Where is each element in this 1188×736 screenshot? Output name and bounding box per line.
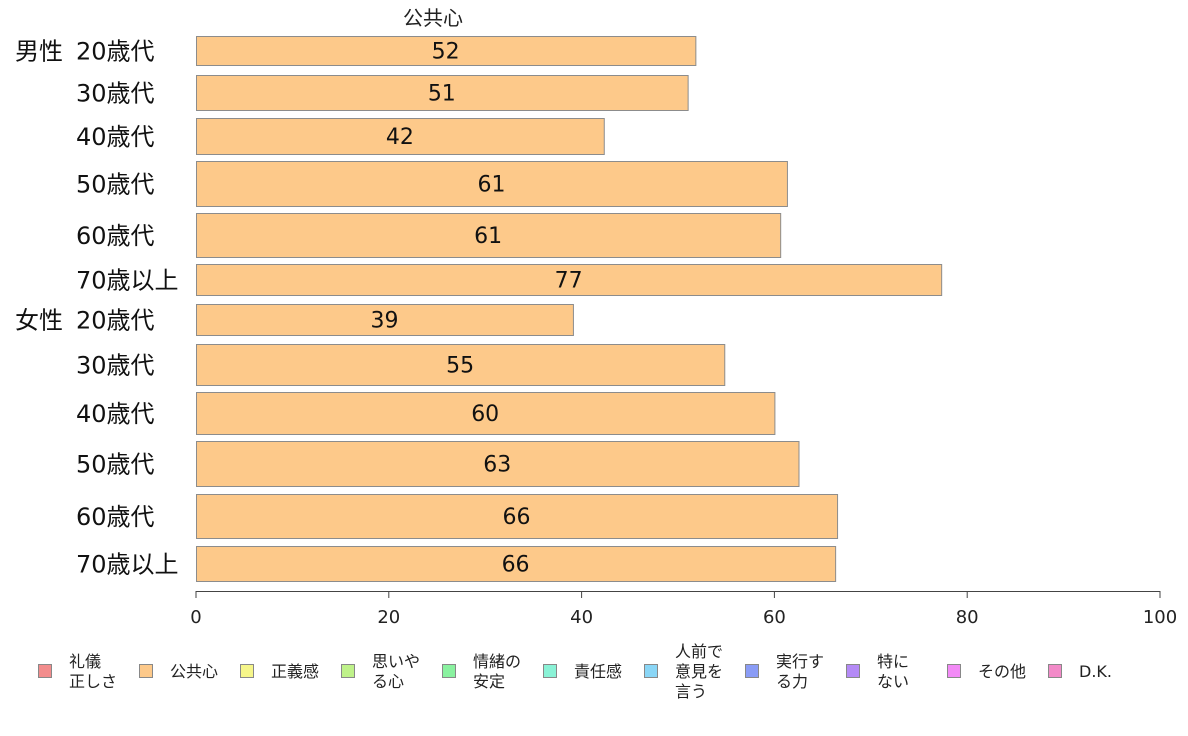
category-label: 60歳代 <box>76 503 155 531</box>
bar <box>196 304 574 336</box>
bar <box>196 494 839 539</box>
legend-swatch <box>139 664 153 678</box>
bar-value-label: 52 <box>432 40 460 65</box>
legend-swatch <box>442 664 456 678</box>
legend-item: 実行す る力 <box>745 652 824 692</box>
legend-item: 人前で 意見を 言う <box>644 642 723 702</box>
category-label: 30歳代 <box>76 80 155 108</box>
bar-value-label: 61 <box>474 224 502 249</box>
group-label: 男性 <box>15 38 63 66</box>
legend-swatch <box>644 664 658 678</box>
bar-value-label: 77 <box>555 269 583 294</box>
bar <box>196 36 697 66</box>
bar-value-label: 61 <box>477 173 505 198</box>
category-label: 60歳代 <box>76 222 155 250</box>
category-label: 50歳代 <box>76 451 155 479</box>
bar-value-label: 39 <box>370 309 398 334</box>
legend-label: 人前で 意見を 言う <box>675 642 724 701</box>
category-label: 50歳代 <box>76 171 155 199</box>
group-label: 女性 <box>15 307 63 335</box>
x-tick-label: 0 <box>190 607 201 628</box>
category-label: 40歳代 <box>76 123 155 151</box>
legend-label: 思いや る心 <box>372 652 421 691</box>
category-label: 70歳以上 <box>76 551 179 579</box>
bar-value-label: 60 <box>471 402 499 427</box>
legend-item: 公共心 <box>139 652 218 682</box>
legend-swatch <box>947 664 961 678</box>
legend-label: 正義感 <box>271 662 320 681</box>
bar-value-label: 55 <box>446 354 474 379</box>
legend: 礼儀 正しさ 公共心 正義感 思いや る心 情緒の 安定 責任感 人前で 意見を 言う 実行す… <box>38 642 1158 712</box>
bar <box>196 118 605 155</box>
legend-swatch <box>745 664 759 678</box>
legend-item: 礼儀 正しさ <box>38 652 117 692</box>
legend-swatch <box>341 664 355 678</box>
category-label: 20歳代 <box>76 38 155 66</box>
chart-title: 公共心 <box>403 6 463 30</box>
legend-swatch <box>38 664 52 678</box>
category-label: 40歳代 <box>76 400 155 428</box>
bar <box>196 344 726 386</box>
legend-item: 思いや る心 <box>341 652 420 692</box>
bar <box>196 264 943 296</box>
legend-item: D.K. <box>1048 652 1112 682</box>
bar <box>196 392 776 435</box>
legend-label: 情緒の 安定 <box>473 652 522 691</box>
x-axis: 0 20 40 60 80 100 <box>190 591 1177 628</box>
legend-label: 実行す る力 <box>776 652 825 691</box>
legend-swatch <box>846 664 860 678</box>
category-label: 30歳代 <box>76 352 155 380</box>
x-tick-label: 40 <box>570 607 593 628</box>
bar <box>196 161 788 207</box>
bar <box>196 546 837 582</box>
legend-label: D.K. <box>1079 662 1112 681</box>
x-tick-label: 100 <box>1143 607 1177 628</box>
legend-swatch <box>543 664 557 678</box>
bar-value-label: 66 <box>502 553 530 578</box>
bar-value-label: 63 <box>483 453 511 478</box>
category-label: 20歳代 <box>76 307 155 335</box>
category-label: 70歳以上 <box>76 267 179 295</box>
bar-value-label: 51 <box>428 82 456 107</box>
x-tick-label: 80 <box>956 607 979 628</box>
bars-layer: 5220歳代男性5130歳代4240歳代6150歳代6160歳代7770歳以上3… <box>15 36 943 582</box>
legend-label: 特に ない <box>877 652 910 691</box>
bar-value-label: 66 <box>503 505 531 530</box>
legend-swatch <box>240 664 254 678</box>
legend-item: 責任感 <box>543 652 622 682</box>
bar <box>196 75 689 111</box>
x-tick-label: 20 <box>377 607 400 628</box>
legend-item: 情緒の 安定 <box>442 652 521 692</box>
legend-item: 正義感 <box>240 652 319 682</box>
x-tick-label: 60 <box>763 607 786 628</box>
bar-value-label: 42 <box>386 125 414 150</box>
legend-label: 公共心 <box>170 662 219 681</box>
legend-label: 礼儀 正しさ <box>69 652 118 691</box>
legend-swatch <box>1048 664 1062 678</box>
legend-item: 特に ない <box>846 652 909 692</box>
bar <box>196 441 800 487</box>
legend-item: その他 <box>947 652 1026 682</box>
bar <box>196 213 782 258</box>
legend-label: 責任感 <box>574 662 623 681</box>
legend-label: その他 <box>978 662 1027 681</box>
